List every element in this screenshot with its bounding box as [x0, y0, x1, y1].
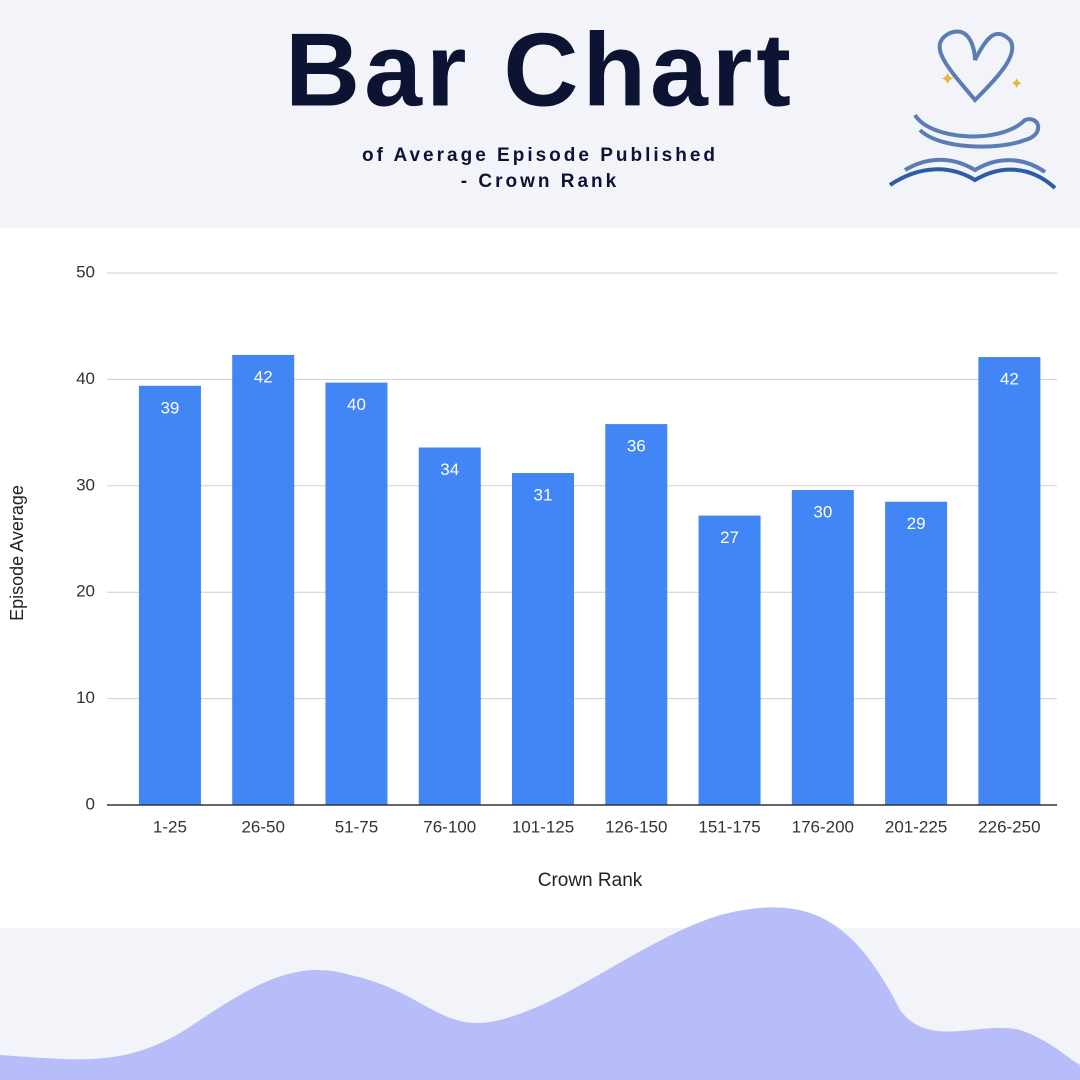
- x-tick-label: 226-250: [978, 817, 1040, 836]
- x-tick-label: 201-225: [885, 817, 947, 836]
- bar: [418, 447, 481, 805]
- y-tick-label: 40: [76, 369, 95, 388]
- header-band: [0, 0, 1080, 228]
- bar: [325, 382, 388, 805]
- bar: [605, 424, 668, 805]
- value-label: 34: [440, 460, 459, 479]
- y-tick-label: 10: [76, 688, 95, 707]
- value-label: 42: [254, 367, 273, 386]
- value-label: 27: [720, 528, 739, 547]
- y-tick-label: 20: [76, 582, 95, 601]
- bar: [698, 515, 761, 805]
- value-label: 30: [813, 503, 832, 522]
- chart-subtitle: of Average Episode Published: [362, 145, 718, 166]
- x-tick-label: 151-175: [698, 817, 760, 836]
- bar: [512, 473, 575, 805]
- value-label: 40: [347, 395, 366, 414]
- x-tick-label: 26-50: [241, 817, 284, 836]
- value-label: 29: [907, 514, 926, 533]
- bar: [978, 357, 1041, 805]
- y-tick-label: 0: [86, 794, 95, 813]
- x-axis-label: Crown Rank: [538, 870, 643, 891]
- value-label: 31: [534, 486, 553, 505]
- value-label: 42: [1000, 370, 1019, 389]
- x-tick-label: 126-150: [605, 817, 667, 836]
- logo: ✦ ✦: [888, 29, 1057, 190]
- x-tick-label: 176-200: [792, 817, 854, 836]
- y-axis-label: Episode Average: [7, 485, 27, 621]
- sparkle: ✦: [1010, 76, 1023, 93]
- bar: [138, 385, 201, 805]
- y-tick-label: 30: [76, 475, 95, 494]
- bar: [791, 490, 854, 805]
- chart-title: Bar Chart: [285, 12, 795, 128]
- bar: [885, 501, 948, 805]
- x-tick-label: 101-125: [512, 817, 574, 836]
- sparkle: ✦: [940, 69, 955, 89]
- bar: [232, 354, 295, 805]
- x-tick-label: 76-100: [423, 817, 476, 836]
- value-label: 39: [160, 398, 179, 417]
- x-tick-label: 51-75: [335, 817, 378, 836]
- wave: [0, 907, 1080, 1080]
- chart-subtitle: - Crown Rank: [461, 171, 619, 192]
- y-tick-label: 50: [76, 262, 95, 281]
- x-tick-label: 1-25: [153, 817, 187, 836]
- value-label: 36: [627, 437, 646, 456]
